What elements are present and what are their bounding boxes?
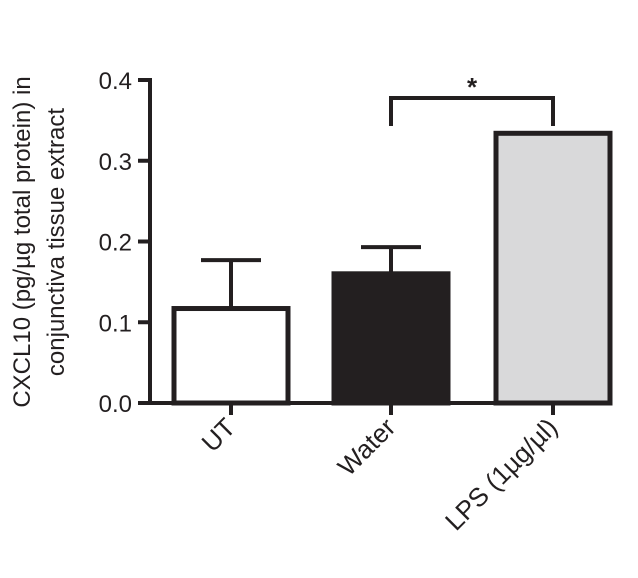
bar-1 xyxy=(331,271,451,406)
plot-area: 0.0 0.1 0.2 0.3 0.4 UT Water LPS (1µg/µl) * xyxy=(99,68,613,536)
y-tick-label: 0.1 xyxy=(99,310,132,337)
y-tick-label: 0.0 xyxy=(99,391,132,418)
bar-0 xyxy=(171,306,291,406)
significance-bracket xyxy=(389,96,555,126)
y-tick-label: 0.3 xyxy=(99,149,132,176)
significance-star: * xyxy=(467,72,478,102)
x-tick-label: LPS (1µg/µl) xyxy=(439,412,563,536)
x-tick-label: Water xyxy=(332,412,402,482)
y-tick-label: 0.2 xyxy=(99,230,132,257)
x-tick-label: UT xyxy=(196,412,242,458)
y-tick-label: 0.4 xyxy=(99,68,132,95)
y-axis-title-line1: CXCL10 (pg/µg total protein) in xyxy=(9,76,36,407)
y-axis-title-line2: conjunctiva tissue extract xyxy=(43,108,70,376)
bar-2 xyxy=(493,130,613,406)
